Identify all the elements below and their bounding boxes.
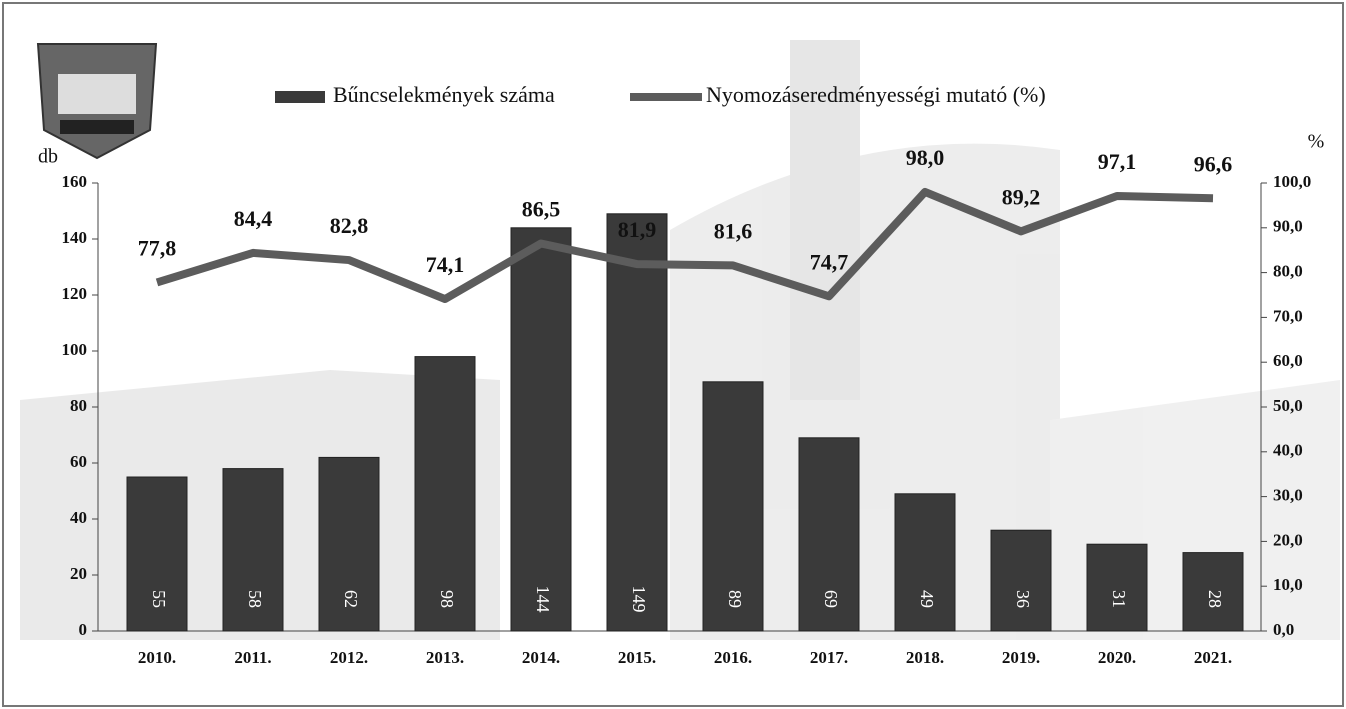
x-tick-label: 2017. — [810, 648, 848, 667]
line-value-label: 82,8 — [330, 213, 369, 238]
bar-value-label: 149 — [629, 586, 649, 613]
bar — [222, 468, 284, 632]
x-tick-label: 2018. — [906, 648, 944, 667]
bar — [414, 356, 476, 632]
bar-value-label: 31 — [1109, 590, 1129, 608]
bar-value-label: 69 — [821, 590, 841, 608]
line-value-label: 74,1 — [426, 252, 465, 277]
y2-tick-label: 10,0 — [1273, 575, 1303, 594]
y2-tick-label: 40,0 — [1273, 441, 1303, 460]
legend-label: Bűncselekmények száma — [333, 82, 555, 107]
bar — [318, 456, 380, 632]
x-tick-label: 2021. — [1194, 648, 1232, 667]
x-tick-label: 2015. — [618, 648, 656, 667]
y-tick-label: 120 — [62, 284, 88, 303]
y2-axis-label: % — [1308, 131, 1325, 153]
line-value-label: 98,0 — [906, 145, 945, 170]
bar-value-label: 49 — [917, 590, 937, 608]
bar — [606, 213, 668, 632]
bar — [1182, 552, 1244, 632]
bar — [1086, 543, 1148, 632]
x-tick-label: 2016. — [714, 648, 752, 667]
y-tick-label: 140 — [62, 228, 88, 247]
bar-value-label: 36 — [1013, 590, 1033, 608]
y2-tick-label: 70,0 — [1273, 306, 1303, 325]
line-value-label: 86,5 — [522, 197, 561, 222]
line-value-label: 74,7 — [810, 249, 849, 274]
y2-tick-label: 90,0 — [1273, 217, 1303, 236]
bar-value-label: 144 — [533, 586, 553, 613]
x-tick-label: 2020. — [1098, 648, 1136, 667]
x-tick-label: 2013. — [426, 648, 464, 667]
bar-value-label: 98 — [437, 590, 457, 608]
y2-tick-label: 50,0 — [1273, 396, 1303, 415]
y-tick-label: 20 — [70, 564, 87, 583]
bar — [798, 437, 860, 632]
y2-tick-label: 80,0 — [1273, 262, 1303, 281]
line-value-label: 97,1 — [1098, 149, 1137, 174]
y2-tick-label: 100,0 — [1273, 172, 1311, 191]
line-value-label: 81,6 — [714, 218, 753, 243]
y-tick-label: 80 — [70, 396, 87, 415]
y2-tick-label: 20,0 — [1273, 530, 1303, 549]
line-value-label: 89,2 — [1002, 184, 1041, 209]
bar-value-label: 55 — [149, 590, 169, 608]
line — [155, 187, 1214, 304]
y-tick-label: 0 — [79, 620, 88, 639]
y-tick-label: 100 — [62, 340, 88, 359]
y2-tick-label: 60,0 — [1273, 351, 1303, 370]
bar — [990, 529, 1052, 632]
x-tick-label: 2010. — [138, 648, 176, 667]
y-tick-label: 60 — [70, 452, 87, 471]
line-value-label: 96,6 — [1194, 151, 1233, 176]
bar — [894, 493, 956, 632]
line-value-label: 84,4 — [234, 206, 273, 231]
bar — [510, 227, 572, 632]
bar-value-label: 62 — [341, 590, 361, 608]
bar-value-label: 28 — [1205, 590, 1225, 608]
legend-label: Nyomozáseredményességi mutató (%) — [706, 82, 1046, 107]
bar-value-label: 58 — [245, 590, 265, 608]
bar — [702, 381, 764, 632]
y-tick-label: 160 — [62, 172, 88, 191]
line-value-label: 81,9 — [618, 217, 657, 242]
x-tick-label: 2011. — [234, 648, 271, 667]
bar — [126, 476, 188, 632]
line-value-label: 77,8 — [138, 236, 177, 261]
logo — [36, 43, 158, 160]
x-tick-label: 2012. — [330, 648, 368, 667]
x-tick-label: 2019. — [1002, 648, 1040, 667]
y-axis-label: db — [38, 146, 58, 168]
y-tick-label: 40 — [70, 508, 87, 527]
legend-swatch — [275, 91, 325, 103]
x-tick-label: 2014. — [522, 648, 560, 667]
bar-value-label: 89 — [725, 590, 745, 608]
y2-tick-label: 0,0 — [1273, 620, 1294, 639]
y2-tick-label: 30,0 — [1273, 486, 1303, 505]
